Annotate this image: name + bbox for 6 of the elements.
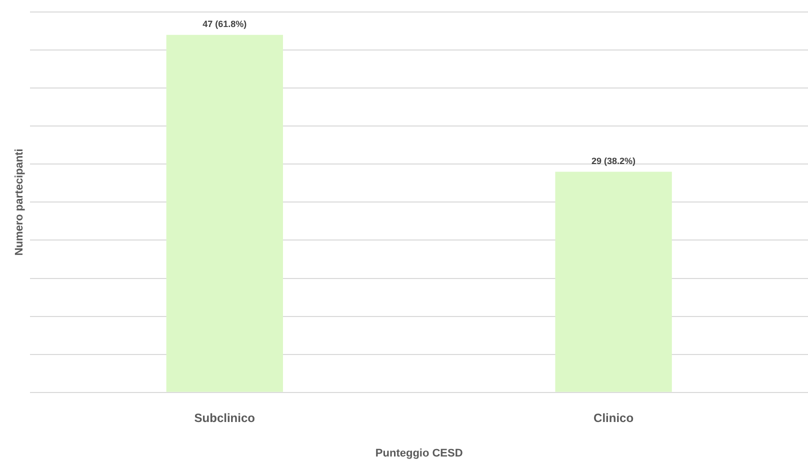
data-label: 47 (61.8%) bbox=[202, 18, 247, 29]
x-tick-label: Clinico bbox=[594, 410, 634, 425]
x-tick-label: Subclinico bbox=[194, 410, 255, 425]
y-axis-title: Numero partecipanti bbox=[14, 148, 26, 256]
data-label: 29 (38.2%) bbox=[592, 156, 636, 166]
x-axis-title: Punteggio CESD bbox=[375, 447, 463, 460]
